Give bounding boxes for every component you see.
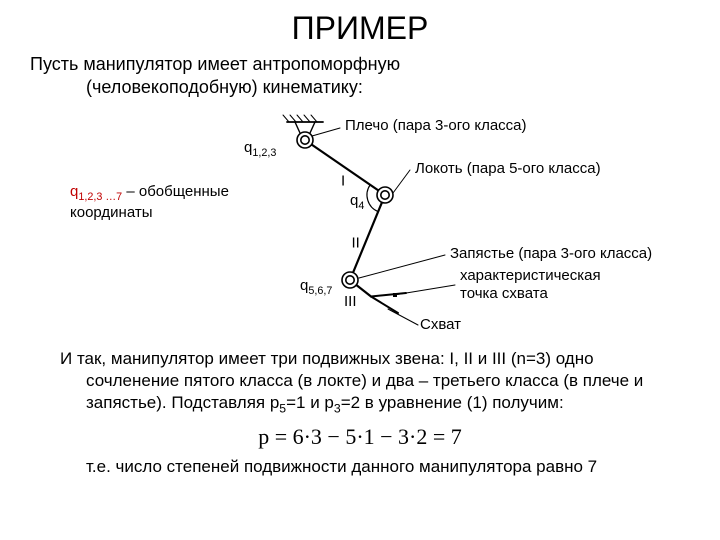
- svg-text:q1,2,3: q1,2,3: [244, 139, 276, 159]
- equation: p = 6·3 − 5·1 − 3·2 = 7: [30, 417, 690, 456]
- bottom-mid: =1 и p: [286, 393, 334, 412]
- intro-line1: Пусть манипулятор имеет антропоморфную: [30, 54, 400, 74]
- svg-text:Запястье (пара 3-ого класса): Запястье (пара 3-ого класса): [450, 245, 652, 262]
- svg-text:Схват: Схват: [420, 316, 461, 333]
- bottom-paragraph: И так, манипулятор имеет три подвижных з…: [30, 348, 690, 417]
- conclusion: т.е. число степеней подвижности данного …: [30, 456, 690, 478]
- svg-text:III: III: [344, 293, 357, 310]
- page-title: ПРИМЕР: [0, 0, 720, 47]
- bottom-tail: =2 в уравнение (1) получим:: [341, 393, 564, 412]
- svg-text:I: I: [341, 173, 345, 190]
- svg-text:Локоть (пара 5-ого класса): Локоть (пара 5-ого класса): [415, 160, 601, 177]
- svg-text:характеристическая: характеристическая: [460, 267, 601, 284]
- svg-text:q4: q4: [350, 192, 364, 212]
- svg-text:q5,6,7: q5,6,7: [300, 277, 332, 297]
- kinematic-diagram: Плечо (пара 3-ого класса) Локоть (пара 5-…: [0, 110, 720, 335]
- svg-text:II: II: [352, 235, 360, 252]
- intro-line2: (человекоподобную) кинематику:: [30, 76, 700, 99]
- svg-text:Плечо (пара 3-ого класса): Плечо (пара 3-ого класса): [345, 117, 527, 134]
- svg-text:точка схвата: точка схвата: [460, 285, 548, 302]
- intro-text: Пусть манипулятор имеет антропоморфную (…: [0, 47, 720, 98]
- diagram-container: Плечо (пара 3-ого класса) Локоть (пара 5-…: [0, 110, 720, 335]
- bottom-sub3: 3: [334, 402, 341, 416]
